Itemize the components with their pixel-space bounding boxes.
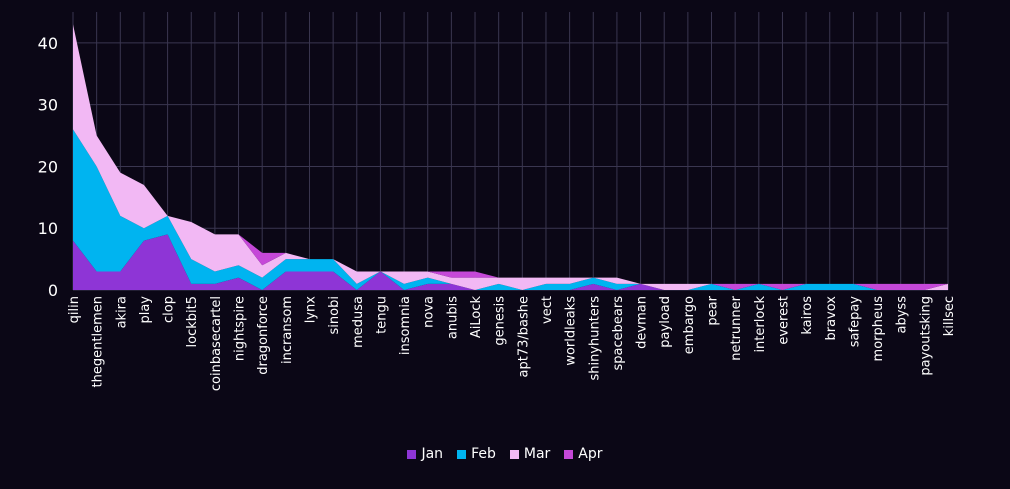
x-tick-label: pear	[706, 295, 721, 325]
legend-item-feb[interactable]: Feb	[457, 446, 496, 462]
x-tick-label: thegentlemen	[91, 296, 106, 387]
x-tick-label: morpheus	[871, 296, 886, 362]
y-tick-label: 40	[38, 34, 58, 53]
legend-swatch	[564, 449, 574, 459]
x-tick-label: lockbit5	[185, 296, 200, 347]
x-tick-label: insomnia	[398, 296, 413, 355]
y-tick-label: 10	[38, 219, 58, 238]
x-tick-label: sinobi	[327, 296, 342, 334]
x-tick-label: kairos	[800, 296, 815, 335]
series-area-feb	[73, 129, 948, 290]
legend-label: Mar	[523, 446, 551, 462]
x-tick-label: embargo	[682, 296, 697, 354]
x-tick-label: incransom	[280, 296, 295, 364]
legend-swatch	[509, 449, 519, 459]
legend-label: Jan	[421, 446, 444, 462]
x-tick-label: payload	[658, 296, 673, 348]
x-tick-label: qilin	[67, 296, 82, 323]
legend-label: Apr	[578, 446, 603, 462]
x-tick-label: worldleaks	[564, 296, 579, 366]
x-tick-label: coinbasecartel	[209, 296, 224, 391]
x-tick-label: play	[138, 296, 153, 324]
x-tick-label: abyss	[895, 296, 910, 334]
x-tick-label: nightspire	[233, 296, 248, 361]
x-tick-label: everest	[776, 296, 791, 345]
x-tick-label: killsec	[942, 296, 957, 336]
x-tick-label: apt73/bashe	[516, 296, 531, 377]
x-tick-label: tengu	[374, 296, 389, 334]
legend-item-jan[interactable]: Jan	[407, 446, 443, 462]
series-areas	[73, 24, 948, 290]
x-tick-label: shinyhunters	[587, 296, 602, 381]
legend-swatch	[457, 449, 467, 459]
series-area-mar	[73, 24, 948, 290]
y-tick-label: 30	[38, 96, 58, 115]
legend-item-apr[interactable]: Apr	[564, 446, 603, 462]
x-tick-label: clop	[162, 296, 177, 323]
x-tick-label: anubis	[445, 296, 460, 339]
x-axis: qilin thegentlemen akira play clop lockbit5 co…	[67, 295, 957, 391]
y-tick-label: 0	[48, 281, 58, 300]
x-tick-label: bravox	[824, 296, 839, 341]
legend-item-mar[interactable]: Mar	[509, 446, 551, 462]
x-tick-label: lynx	[303, 296, 318, 324]
x-tick-label: genesis	[493, 296, 508, 346]
legend-label: Feb	[471, 446, 496, 462]
x-tick-label: akira	[114, 296, 129, 328]
x-tick-label: interlock	[753, 296, 768, 353]
x-tick-label: medusa	[351, 296, 366, 348]
x-tick-label: dragonforce	[256, 296, 271, 375]
x-tick-label: devman	[635, 296, 650, 349]
legend: Jan Feb Mar Apr	[0, 446, 1010, 462]
y-tick-label: 20	[38, 157, 58, 176]
x-tick-label: payoutsking	[918, 296, 933, 376]
x-tick-label: AiLock	[469, 296, 484, 339]
series-area-jan	[73, 234, 948, 290]
x-tick-label: spacebears	[611, 296, 626, 371]
x-tick-label: nova	[422, 296, 437, 328]
legend-swatch	[407, 449, 417, 459]
x-tick-label: vect	[540, 296, 555, 324]
y-axis: 0 10 20 30 40	[38, 34, 58, 300]
x-tick-label: safepay	[847, 296, 862, 348]
x-tick-label: netrunner	[729, 295, 744, 360]
